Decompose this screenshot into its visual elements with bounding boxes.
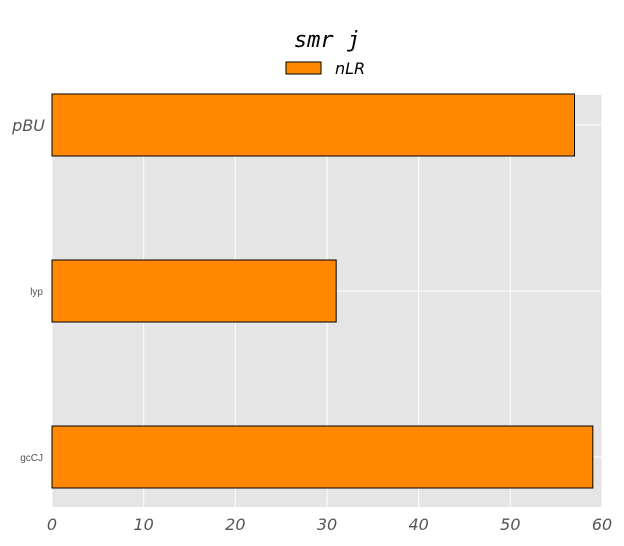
chart-title: smr j — [294, 28, 360, 53]
x-tick-label: 10 — [133, 515, 153, 534]
bar-pBU — [51, 93, 575, 157]
x-tick-label: 60 — [592, 515, 612, 534]
y-tick-label: lyp — [30, 287, 43, 298]
x-tick-label: 0 — [47, 515, 57, 534]
y-tick-label: gcCJ — [20, 453, 43, 464]
legend-label: nLR — [335, 59, 365, 78]
x-tick-label: 50 — [500, 515, 520, 534]
x-tick-label: 30 — [317, 515, 337, 534]
y-axis-ticks: pBU lyp gcCJ — [11, 116, 45, 464]
bar-gcCJ — [51, 425, 594, 489]
legend: nLR — [285, 59, 365, 78]
bars — [51, 93, 594, 489]
x-axis-ticks: 0 10 20 30 40 50 60 — [47, 515, 612, 534]
bar-lyp — [51, 259, 337, 323]
legend-swatch — [285, 61, 322, 75]
x-tick-label: 40 — [408, 515, 428, 534]
y-tick-label: pBU — [11, 116, 45, 135]
x-tick-label: 20 — [225, 515, 245, 534]
